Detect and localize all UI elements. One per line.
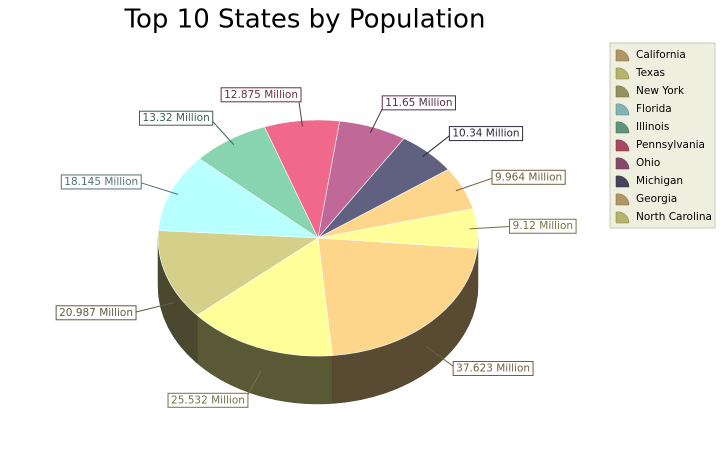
chart-title: Top 10 States by Population xyxy=(124,5,486,35)
value-label: 12.875 Million xyxy=(224,89,298,101)
value-label: 13.32 Million xyxy=(143,112,210,124)
leader-line xyxy=(132,302,175,314)
legend-swatch xyxy=(615,193,630,206)
value-label-group: 10.34 Million xyxy=(448,126,524,142)
legend-label: North Carolina xyxy=(636,211,712,223)
value-label-group: 13.32 Million xyxy=(139,110,214,126)
legend-swatch xyxy=(615,157,630,170)
value-label-group: 37.623 Million xyxy=(452,360,534,376)
value-label-group: 20.987 Million xyxy=(55,305,137,321)
value-label: 11.65 Million xyxy=(385,97,452,109)
pie-slice xyxy=(317,237,478,356)
leader-line xyxy=(455,176,496,192)
legend-swatch xyxy=(615,67,630,80)
legend-label: Ohio xyxy=(636,157,660,169)
legend-label: California xyxy=(636,49,686,61)
value-label: 9.964 Million xyxy=(495,171,562,183)
value-label: 25.532 Million xyxy=(171,394,245,406)
legend-label: Georgia xyxy=(636,193,677,205)
value-label-group: 11.65 Million xyxy=(381,95,456,111)
legend-swatch xyxy=(615,139,630,152)
value-label-group: 25.532 Million xyxy=(167,392,249,408)
legend-label: Michigan xyxy=(636,175,683,187)
legend-label: New York xyxy=(636,85,685,97)
value-label: 18.145 Million xyxy=(64,176,138,188)
value-label-box xyxy=(139,110,214,126)
value-label: 37.623 Million xyxy=(456,362,530,374)
value-label-box xyxy=(509,218,577,234)
legend-swatch xyxy=(615,211,630,224)
pie-slice xyxy=(196,237,333,357)
pie-slice xyxy=(157,230,319,316)
leader-line xyxy=(422,133,453,158)
value-label-group: 9.964 Million xyxy=(491,169,566,185)
value-label: 20.987 Million xyxy=(59,307,133,319)
leader-line xyxy=(138,181,179,195)
leader-line xyxy=(209,117,235,146)
value-label-box xyxy=(220,87,302,103)
value-label-group: 12.875 Million xyxy=(220,87,302,103)
leader-line xyxy=(469,225,513,230)
legend-label: Texas xyxy=(635,67,665,79)
legend-label: Pennsylvania xyxy=(636,139,705,151)
legend-swatch xyxy=(615,103,630,116)
legend-swatch xyxy=(615,121,630,134)
value-label: 10.34 Million xyxy=(452,128,519,140)
legend-label: Florida xyxy=(636,103,672,115)
value-label-box xyxy=(381,95,456,111)
value-label-box xyxy=(167,392,249,408)
value-label-group: 9.12 Million xyxy=(509,218,577,234)
legend-swatch xyxy=(615,49,630,62)
value-label-box xyxy=(448,126,524,142)
value-label-box xyxy=(60,174,142,190)
legend-swatch xyxy=(615,85,630,98)
legend-label: Illinois xyxy=(636,121,669,133)
value-label-group: 18.145 Million xyxy=(60,174,142,190)
leader-line xyxy=(425,345,457,369)
value-label: 9.12 Million xyxy=(513,220,574,232)
legend-swatch xyxy=(615,175,630,188)
value-label-box xyxy=(55,305,137,321)
value-label-box xyxy=(452,360,534,376)
value-label-box xyxy=(491,169,566,185)
